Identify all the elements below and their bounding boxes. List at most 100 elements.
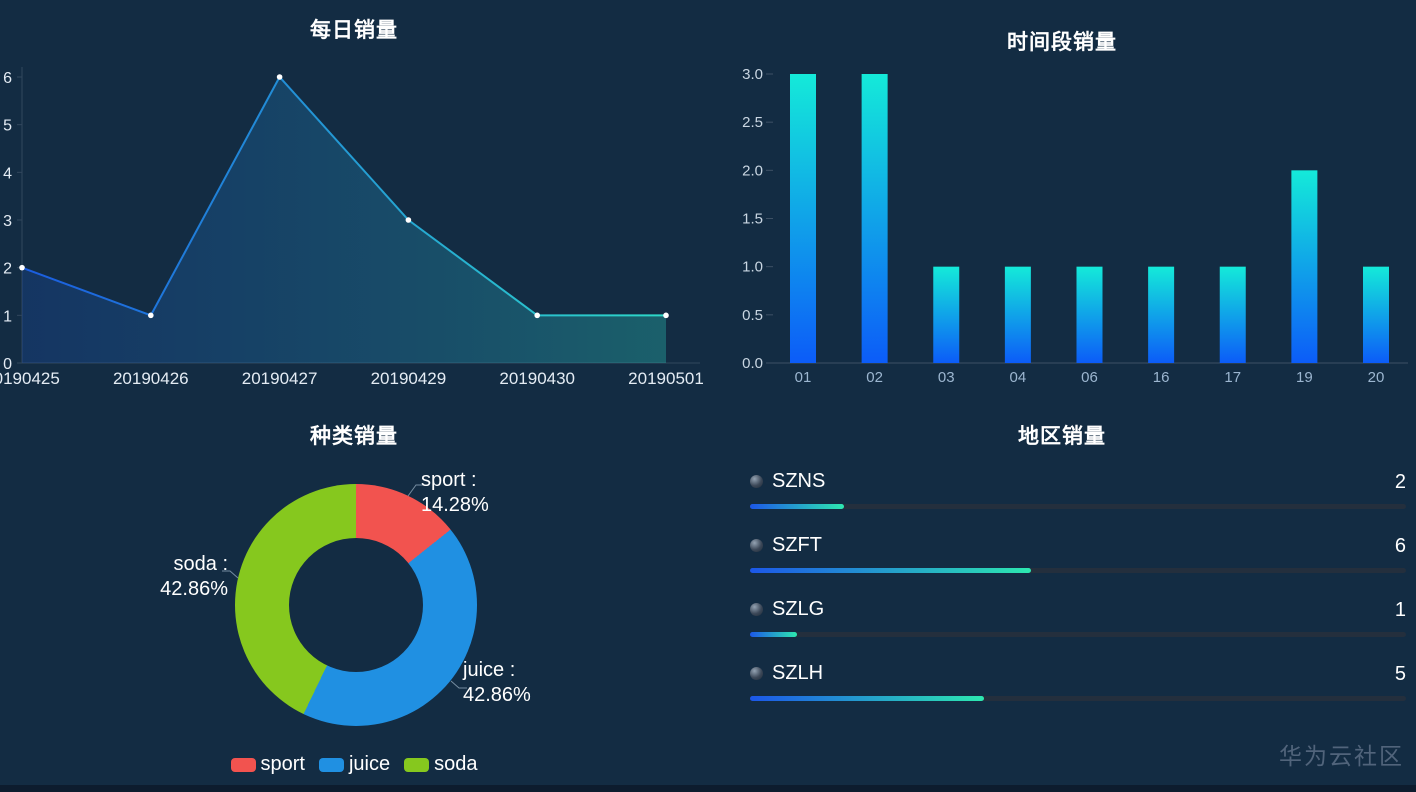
legend-swatch-soda [404,757,430,772]
time-slot-sales-title: 时间段销量 [1007,31,1117,54]
region-value: 1 [1394,599,1406,621]
y-axis-label: 0 [3,356,12,373]
x-axis-label: 20190426 [113,369,189,388]
bar [1291,170,1318,363]
legend-item-juice[interactable]: juice [318,753,391,776]
region-value: 2 [1394,471,1406,493]
pie-label-line: 14.28% [421,494,489,516]
y-axis-label: 3.0 [742,66,763,83]
pie-label-line: juice : [463,659,516,681]
donut-hole [289,538,423,672]
data-point [663,312,669,319]
legend-swatch-sport [230,757,256,772]
data-point [19,264,25,271]
bottom-strip [0,785,1416,792]
region-row-szft: SZFT 6 [750,534,1406,592]
region-row-head: SZNS 2 [750,470,1406,498]
bar [1148,266,1175,363]
y-axis-label: 2 [3,261,12,278]
region-row-head: SZLH 5 [750,662,1406,690]
legend-label-soda: soda [434,753,478,775]
daily-sales-line-chart: 0 1 2 3 4 5 6 20190425 20190426 20190427 20190429 2… [0,67,704,388]
x-axis-label: 20 [1368,369,1385,386]
time-slot-sales-panel: 时间段销量 0.0 0.5 1.0 1.5 2.0 2.5 3.0 01 02 03 04 06 16 1… [708,0,1416,396]
bar [933,266,960,363]
x-axis-label: 04 [1010,369,1027,386]
region-row-head: SZLG 1 [750,598,1406,626]
pie-label-line: soda : [173,553,228,575]
region-progress-fill [750,504,844,509]
region-progress-track [750,568,1406,573]
region-row-szns: SZNS 2 [750,470,1406,528]
x-axis-label: 02 [866,369,883,386]
y-axis-label: 3 [3,213,12,230]
legend-item-sport[interactable]: sport [230,753,305,776]
region-row-head: SZFT 6 [750,534,1406,562]
region-row-szlg: SZLG 1 [750,598,1406,656]
x-axis-label: 20190501 [628,369,704,388]
category-sales-panel: 种类销量 sport : 14.28% soda : 42.86% juice … [0,396,708,792]
x-axis-label: 20190427 [242,369,318,388]
bar [1219,266,1246,363]
x-axis-label: 20190425 [0,369,60,388]
line-series [21,75,666,317]
region-marker-icon [750,539,763,552]
x-axis-label: 06 [1081,369,1098,386]
label-leader-line-juice [450,680,467,689]
watermark: 华为云社区 [1279,743,1404,769]
x-axis-label: 19 [1296,369,1313,386]
pie-label-line: sport : [421,469,477,491]
y-axis-label: 4 [3,165,12,182]
region-progress-fill [750,696,985,701]
region-value: 6 [1394,535,1406,557]
region-progress-track [750,696,1406,701]
category-sales-title: 种类销量 [310,425,398,448]
region-sales-panel: 地区销量 SZNS 2 SZFT 6 SZLG 1 SZLH [708,396,1416,792]
y-axis-label: 5 [3,118,12,135]
data-point [148,312,154,319]
y-axis-label: 2.5 [742,114,763,131]
bar [790,74,816,363]
region-label: SZNS [772,470,826,492]
pie-label-soda: soda : 42.86% [94,552,228,602]
region-marker-icon [750,603,763,616]
region-value: 5 [1394,663,1406,685]
x-axis-label: 20190430 [499,369,575,388]
pie-label-line: 42.86% [463,684,531,706]
y-axis-label: 6 [3,70,12,87]
label-leader-line-sport [407,484,424,497]
region-progress-track [750,632,1406,637]
y-axis-label: 1 [3,308,12,325]
region-label: SZFT [772,534,822,556]
pie-label-line: 42.86% [160,578,228,600]
legend-item-soda[interactable]: soda [404,753,477,776]
x-axis-label: 01 [795,369,812,386]
pie-leader-lines [222,484,467,689]
region-label: SZLH [772,662,824,684]
region-progress-track [750,504,1406,509]
area-fill [22,77,666,363]
x-axis-label: 03 [938,369,955,386]
y-axis-label: 0.5 [742,307,763,324]
x-axis-label: 16 [1153,369,1170,386]
y-axis-label: 2.0 [742,162,763,179]
label-leader-line-soda [222,570,239,579]
x-axis-label: 20190429 [371,369,447,388]
daily-sales-title: 每日销量 [310,19,398,42]
legend-label-juice: juice [348,753,391,775]
time-slot-sales-bar-chart: 0.0 0.5 1.0 1.5 2.0 2.5 3.0 01 02 03 04 06 16 17 19 20 [742,66,1408,386]
region-label: SZLG [772,598,825,620]
region-row-szlh: SZLH 5 [750,662,1406,720]
pie-label-juice: juice : 42.86% [463,658,531,708]
y-axis-label: 1.0 [742,259,763,276]
region-sales-title: 地区销量 [1018,425,1106,448]
pie-label-sport: sport : 14.28% [421,468,489,518]
bar [1363,266,1389,363]
y-axis-label: 1.5 [742,211,763,228]
bar [861,74,888,363]
region-progress-fill [750,568,1032,573]
pie-legend: sport juice soda [0,753,708,776]
legend-swatch-juice [318,757,344,772]
region-marker-icon [750,475,763,488]
region-progress-fill [750,632,797,637]
